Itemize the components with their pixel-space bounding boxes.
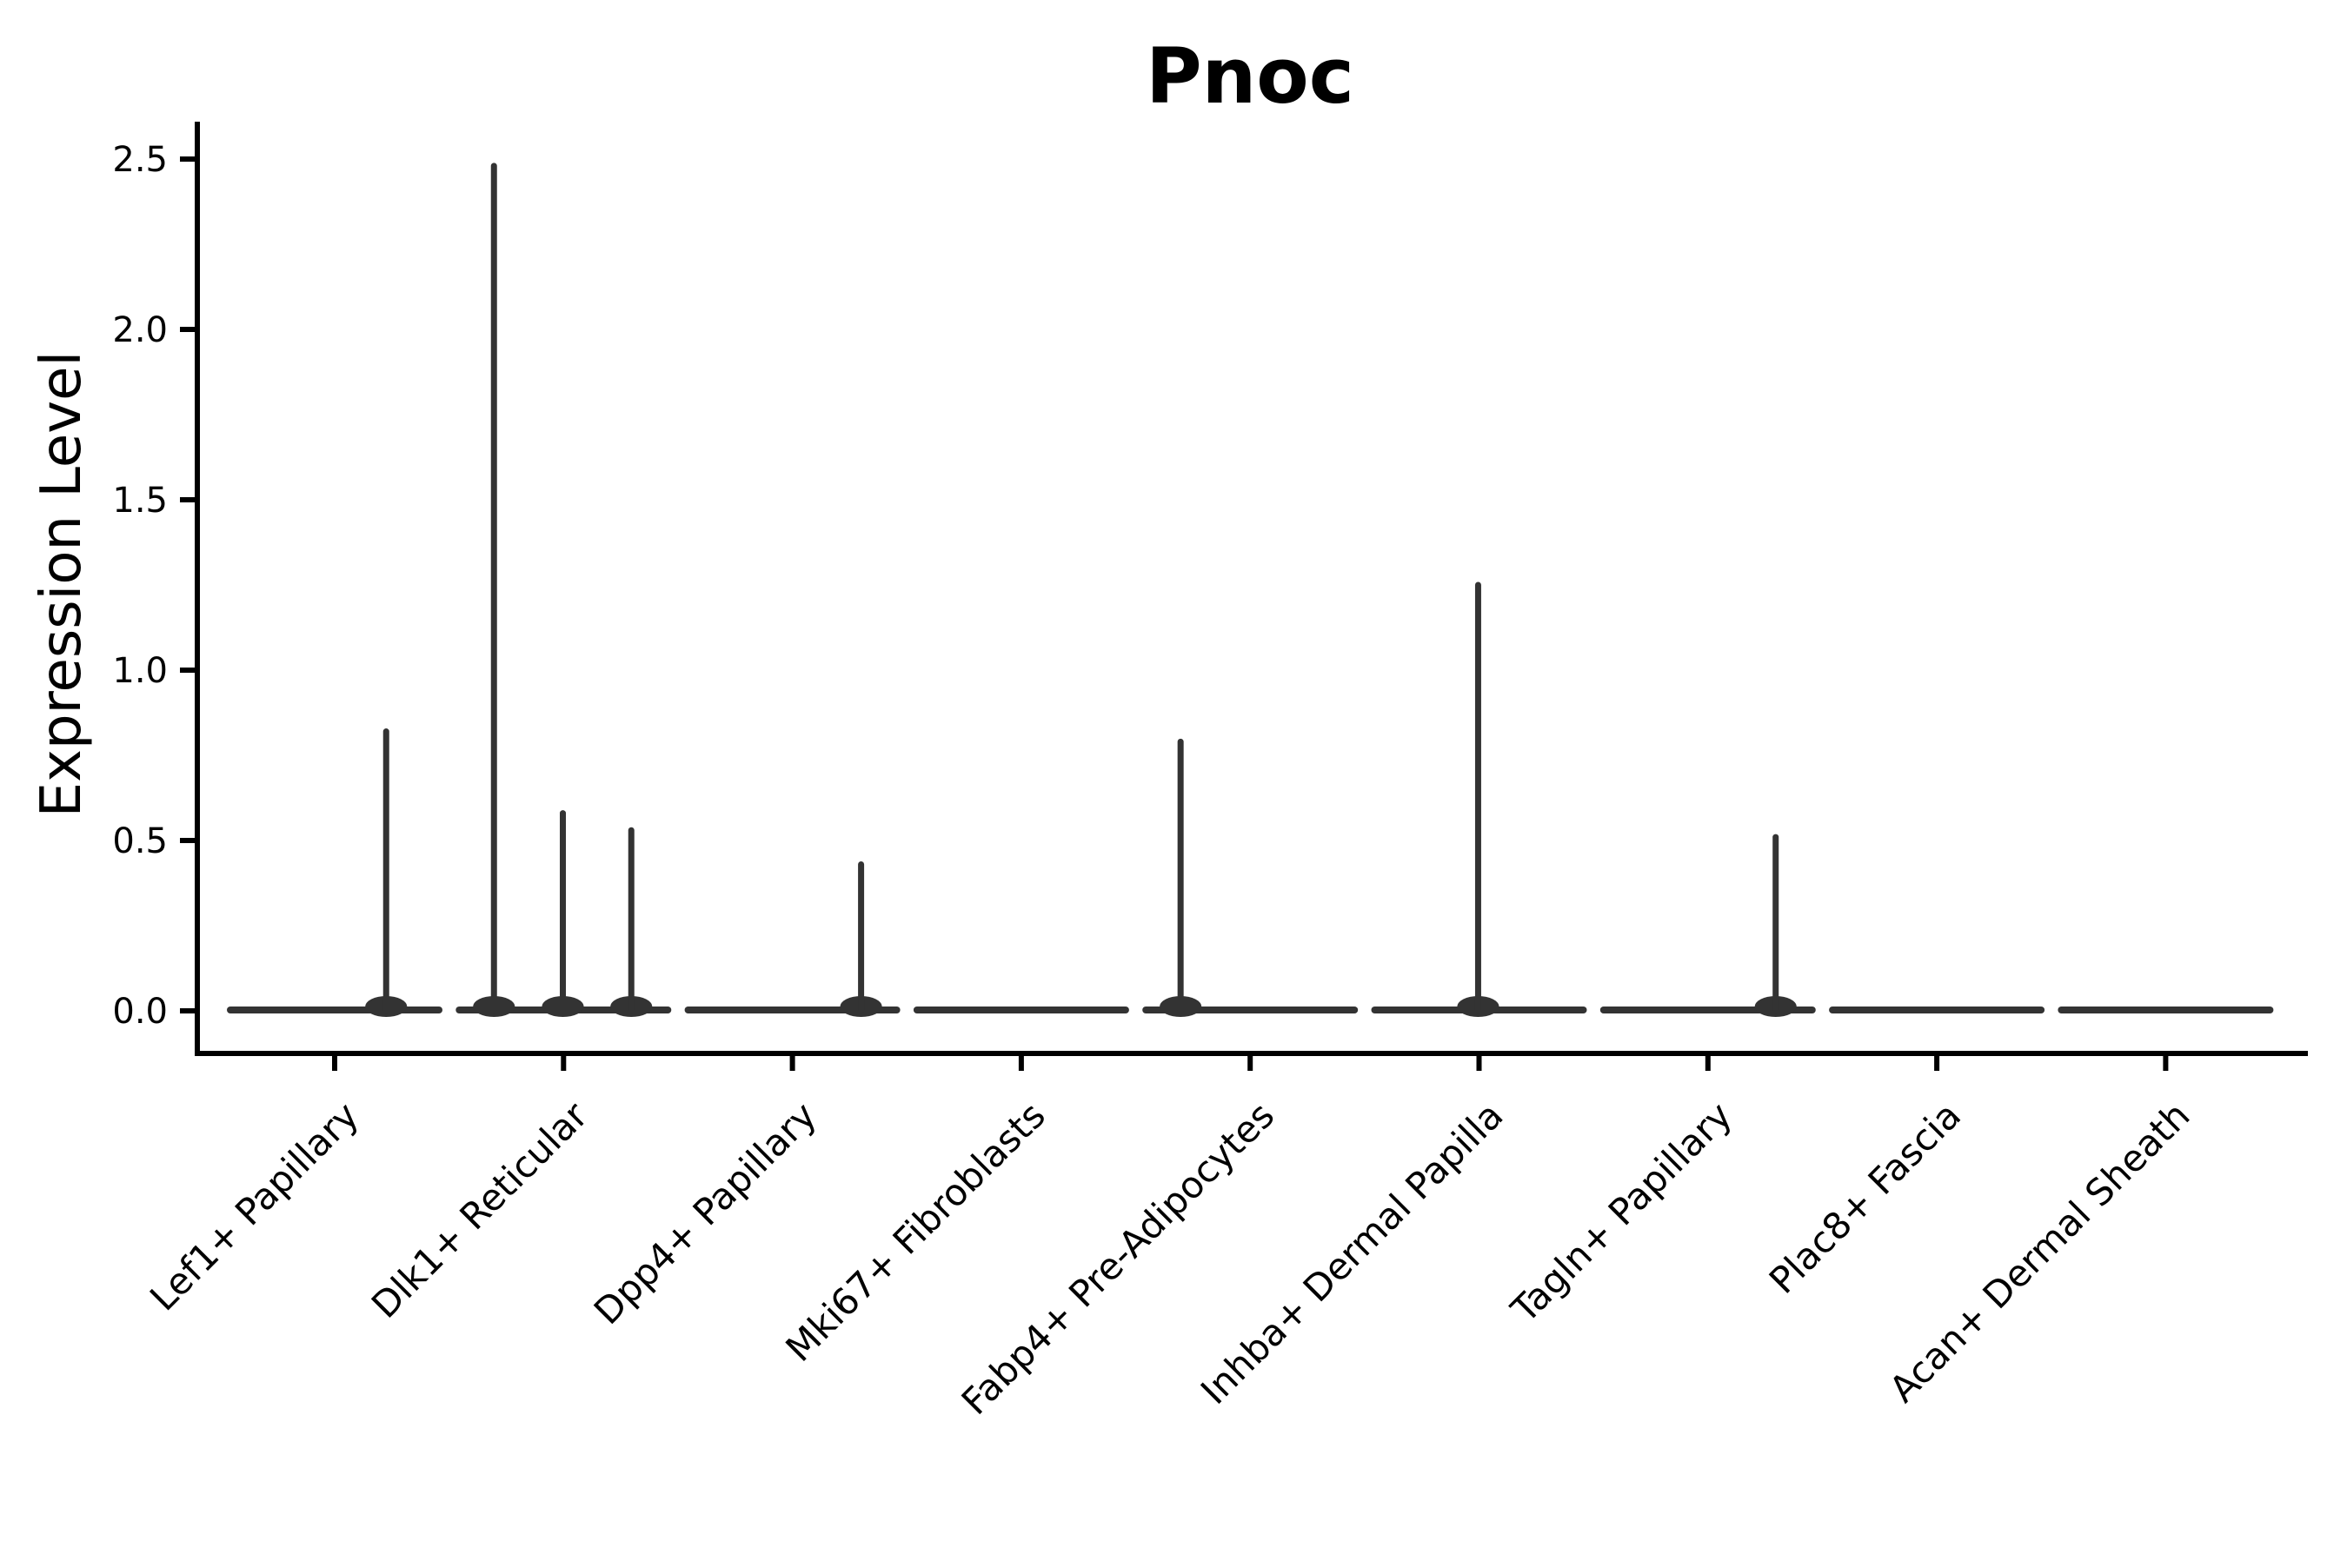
y-tick-label: 2.5 — [112, 140, 168, 180]
x-tick-label: Dpp4+ Papillary — [586, 1093, 825, 1332]
x-tick-label: Mki67+ Fibroblasts — [777, 1093, 1053, 1369]
y-tick-label: 2.0 — [112, 310, 168, 350]
x-tick-label: Tagln+ Papillary — [1502, 1093, 1739, 1331]
chart-title: Pnoc — [1146, 31, 1354, 121]
y-tick-label: 0.5 — [112, 821, 168, 861]
y-axis-ticks: 0.0 0.5 1.0 1.5 2.0 2.5 — [112, 140, 197, 1032]
violins — [227, 163, 2274, 1017]
y-tick-label: 1.5 — [112, 481, 168, 521]
y-tick-label: 0.0 — [112, 992, 168, 1032]
y-axis-label: Expression Level — [30, 351, 94, 818]
x-tick-label: Dlk1+ Reticular — [363, 1093, 596, 1326]
y-tick-label: 1.0 — [112, 651, 168, 691]
x-tick-label: Lef1+ Papillary — [142, 1093, 367, 1319]
x-tick-label: Plac8+ Fascia — [1761, 1093, 1969, 1301]
